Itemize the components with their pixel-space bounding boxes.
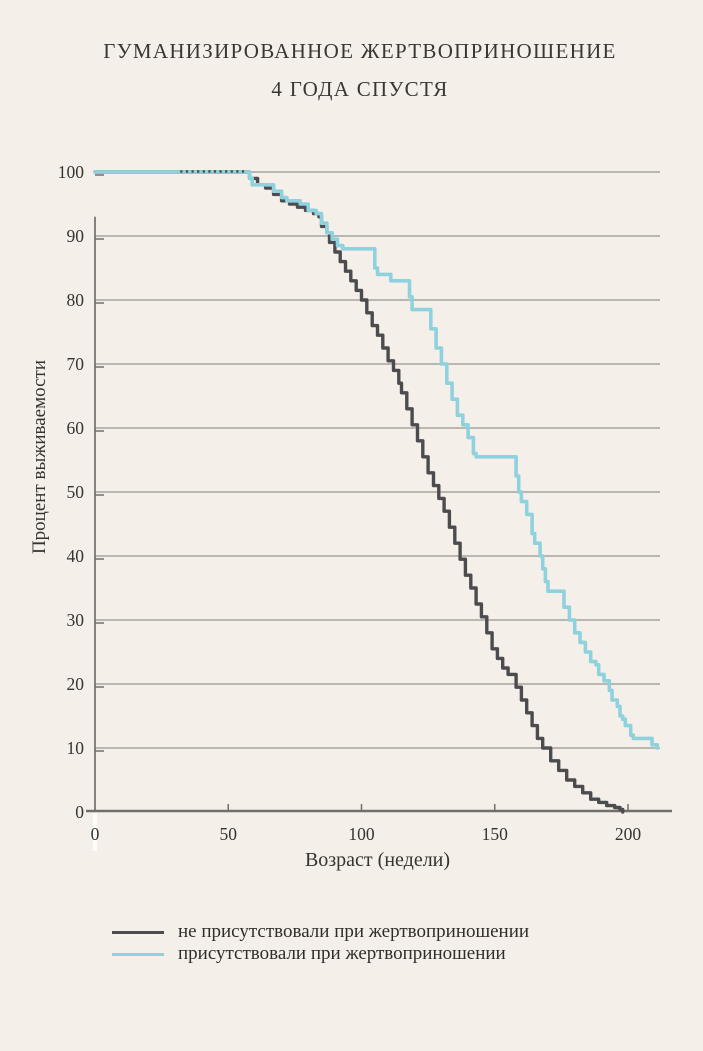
legend-item-not-present: не присутствовали при жертвоприношении bbox=[112, 921, 529, 943]
legend-label-not-present: не присутствовали при жертвоприношении bbox=[178, 921, 530, 942]
y-tick-label: 50 bbox=[67, 482, 85, 502]
x-tick-label: 0 bbox=[91, 824, 100, 844]
y-tick-label: 10 bbox=[67, 738, 85, 758]
y-tick-label: 30 bbox=[67, 610, 85, 630]
y-tick-label: 0 bbox=[75, 802, 84, 822]
y-tick-label: 40 bbox=[67, 546, 85, 566]
figure-title-line2: 4 ГОДА СПУСТЯ bbox=[271, 77, 449, 101]
figure-title-line1: ГУМАНИЗИРОВАННОЕ ЖЕРТВОПРИНОШЕНИЕ bbox=[103, 39, 617, 63]
legend-label-present: присутствовали при жертвоприношении bbox=[178, 943, 506, 964]
y-tick-label: 70 bbox=[67, 354, 85, 374]
y-tick-label: 100 bbox=[58, 162, 85, 182]
legend-item-present: присутствовали при жертвоприношении bbox=[112, 943, 529, 965]
y-axis-label: Процент выживаемости bbox=[29, 359, 50, 555]
legend-swatch-not-present bbox=[112, 930, 164, 934]
curve-present bbox=[93, 170, 660, 750]
figure-title: ГУМАНИЗИРОВАННОЕ ЖЕРТВОПРИНОШЕНИЕ 4 ГОДА… bbox=[0, 32, 703, 108]
legend: не присутствовали при жертвоприношении п… bbox=[112, 921, 529, 965]
y-tick-label: 90 bbox=[67, 226, 85, 246]
x-tick-label: 50 bbox=[220, 824, 238, 844]
x-tick-label: 200 bbox=[615, 824, 642, 844]
x-axis-label: Возраст (недели) bbox=[304, 849, 451, 871]
x-tick-label: 150 bbox=[482, 824, 509, 844]
y-tick-label: 80 bbox=[67, 290, 85, 310]
legend-swatch-present bbox=[112, 952, 164, 956]
x-tick-label: 100 bbox=[348, 824, 375, 844]
y-tick-label: 20 bbox=[67, 674, 85, 694]
x-zero-white-tick bbox=[93, 813, 97, 851]
y-tick-label: 60 bbox=[67, 418, 85, 438]
